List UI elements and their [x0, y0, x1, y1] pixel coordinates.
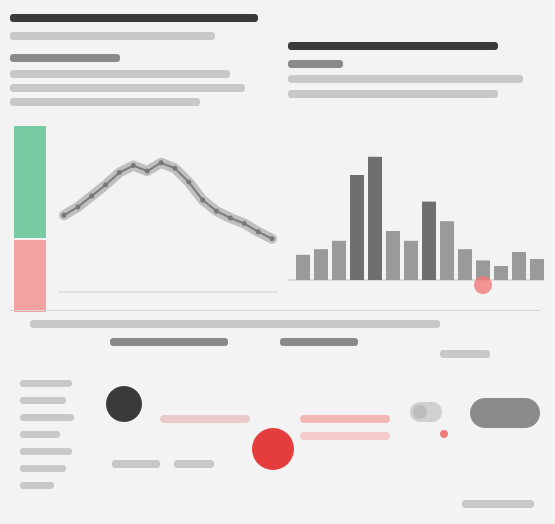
line-point [270, 236, 275, 241]
caption-line-4 [10, 98, 200, 106]
line-point [200, 198, 205, 203]
toggle-switch[interactable] [410, 402, 442, 422]
line-point [89, 193, 94, 198]
bar [494, 266, 508, 280]
left-panel [10, 8, 270, 308]
line-point [62, 213, 67, 218]
row-label [20, 431, 60, 438]
subtitle-right [288, 60, 343, 68]
bar [422, 202, 436, 280]
bar [314, 249, 328, 280]
line-chart [58, 143, 278, 293]
line-point [186, 180, 191, 185]
row-labels [20, 380, 80, 499]
row-label [20, 482, 54, 489]
timeline-segment-2 [300, 415, 390, 423]
timeline-header-b [280, 338, 358, 346]
bar [512, 252, 526, 280]
caption-line [10, 54, 120, 62]
caption-line-2 [10, 70, 230, 78]
highlight-marker [474, 276, 492, 294]
bar [530, 259, 544, 280]
timeline-header-c [440, 350, 490, 358]
row-label [20, 465, 66, 472]
positive-indicator [14, 126, 46, 238]
footer-label [462, 500, 534, 508]
timeline-segment-3 [300, 432, 390, 440]
line-point [228, 216, 233, 221]
bar [368, 157, 382, 280]
row-label [20, 448, 72, 455]
negative-indicator [14, 240, 46, 312]
section-divider [10, 310, 540, 311]
bar [386, 231, 400, 280]
timeline-header-a [110, 338, 228, 346]
row-label [20, 414, 74, 421]
line-point [103, 182, 108, 187]
line-point [159, 160, 164, 165]
timeline-section [0, 320, 555, 524]
line-point [172, 166, 177, 171]
axis-label [174, 460, 214, 468]
status-icon[interactable] [106, 386, 142, 422]
caption-line-3 [10, 84, 245, 92]
bar [440, 221, 454, 280]
axis-label [112, 460, 160, 468]
line-point [214, 209, 219, 214]
bar [332, 241, 346, 280]
row-label [20, 380, 72, 387]
caption-right-2 [288, 90, 498, 98]
panel-title-right [288, 42, 498, 50]
bar [296, 255, 310, 280]
subtitle-line [10, 32, 215, 40]
alert-marker[interactable] [252, 428, 294, 470]
line-point [242, 221, 247, 226]
bar-chart [288, 130, 544, 300]
primary-action-button[interactable] [470, 398, 540, 428]
right-panel [288, 20, 544, 310]
line-point [117, 170, 122, 175]
bar [350, 175, 364, 280]
bar [458, 249, 472, 280]
caption-right-1 [288, 75, 523, 83]
bar [404, 241, 418, 280]
panel-title [10, 14, 258, 22]
alert-dot [440, 430, 448, 438]
toggle-knob [413, 405, 427, 419]
timeline-segment-1 [160, 415, 250, 423]
line-series-band [64, 163, 272, 239]
line-point [131, 163, 136, 168]
timeline-header [30, 320, 440, 328]
line-point [145, 169, 150, 174]
row-label [20, 397, 66, 404]
line-point [75, 204, 80, 209]
line-point [256, 229, 261, 234]
